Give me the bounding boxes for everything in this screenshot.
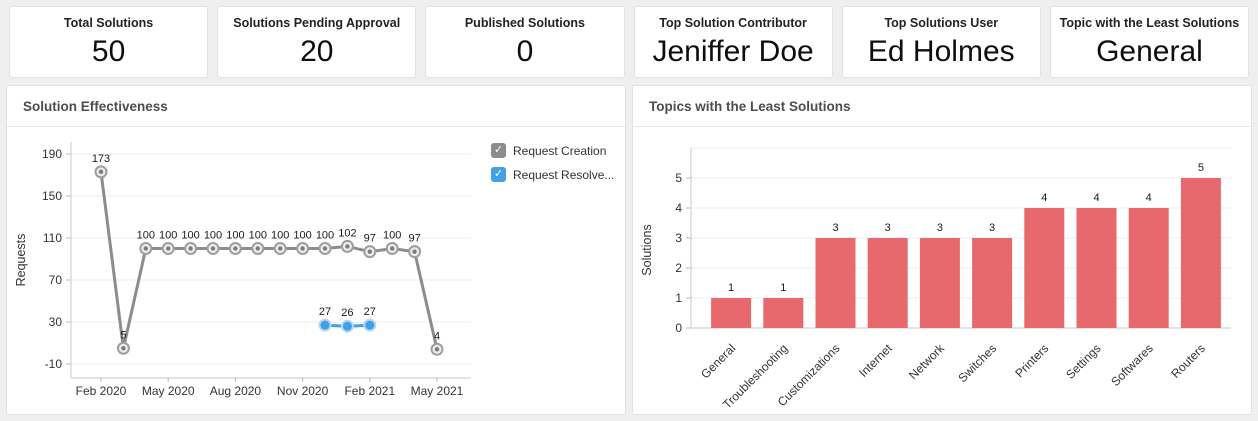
legend-label: Request Creation (513, 143, 607, 158)
svg-text:Switches: Switches (955, 341, 999, 385)
svg-text:4: 4 (1146, 192, 1152, 204)
svg-text:Network: Network (906, 341, 948, 383)
bar-chart-area: 0 1 2 3 4 5 Solutions 1 General 1 Troubleshooting 3… (633, 127, 1251, 414)
svg-text:Feb 2020: Feb 2020 (76, 384, 127, 398)
kpi-card-label: Solutions Pending Approval (233, 15, 401, 30)
kpi-card-label: Top Solution Contributor (659, 15, 807, 30)
svg-text:May 2021: May 2021 (411, 384, 464, 398)
svg-text:97: 97 (364, 233, 376, 245)
svg-text:100: 100 (316, 230, 334, 242)
svg-text:General: General (698, 341, 738, 381)
legend-label: Request Resolve... (513, 167, 615, 182)
svg-text:110: 110 (43, 231, 62, 245)
svg-text:30: 30 (49, 315, 63, 329)
line-chart-legend: ✓ Request Creation ✓ Request Resolve... (491, 143, 614, 414)
svg-text:4: 4 (1093, 192, 1099, 204)
svg-text:1: 1 (780, 282, 786, 294)
svg-text:Requests: Requests (14, 234, 28, 287)
checkbox-checked-icon[interactable]: ✓ (491, 167, 506, 182)
solution-effectiveness-panel: Solution Effectiveness 190 150 110 70 30 -10 F… (6, 85, 626, 415)
svg-text:2: 2 (675, 261, 682, 275)
kpi-card-value: 20 (300, 34, 334, 68)
bar-chart: 012345Solutions1General1Troubleshooting3… (640, 147, 1231, 412)
svg-text:4: 4 (434, 330, 440, 342)
kpi-card-top-solutions-user: Top Solutions User Ed Holmes (841, 6, 1041, 78)
svg-text:100: 100 (293, 230, 311, 242)
svg-text:27: 27 (319, 306, 331, 318)
line-chart-area: 190 150 110 70 30 -10 Feb 2020 May 2020 Aug 2020… (7, 127, 625, 414)
svg-text:Solutions: Solutions (640, 224, 654, 275)
kpi-card-value: Jeniffer Doe (652, 34, 814, 68)
line-chart: 190 150 110 70 30 -10 Feb 2020 May 2020 Aug 2020… (14, 142, 471, 398)
svg-text:0: 0 (675, 321, 682, 335)
svg-text:Printers: Printers (1012, 341, 1051, 380)
svg-text:5: 5 (120, 329, 126, 341)
kpi-card-value: Ed Holmes (867, 34, 1015, 68)
kpi-card-value: 50 (91, 34, 126, 68)
svg-text:Nov 2020: Nov 2020 (277, 384, 329, 398)
kpi-card-pending-approval: Solutions Pending Approval 20 (217, 6, 417, 78)
svg-text:1: 1 (675, 291, 682, 305)
panel-header: Solution Effectiveness (7, 86, 625, 127)
svg-text:70: 70 (49, 273, 63, 287)
kpi-card-published-solutions: Published Solutions 0 (425, 6, 625, 78)
svg-text:26: 26 (341, 307, 353, 319)
svg-text:3: 3 (989, 222, 995, 234)
svg-text:97: 97 (408, 233, 420, 245)
svg-text:1: 1 (728, 282, 734, 294)
svg-text:5: 5 (675, 171, 682, 185)
svg-text:100: 100 (226, 230, 244, 242)
kpi-card-label: Published Solutions (464, 15, 585, 30)
svg-text:150: 150 (42, 189, 62, 203)
svg-text:190: 190 (42, 147, 62, 161)
charts-row: Solution Effectiveness 190 150 110 70 30 -10 F… (6, 85, 1252, 415)
svg-text:4: 4 (675, 201, 682, 215)
svg-text:Feb 2021: Feb 2021 (344, 384, 395, 398)
svg-text:3: 3 (885, 222, 891, 234)
panel-header: Topics with the Least Solutions (633, 86, 1251, 127)
svg-text:May 2020: May 2020 (142, 384, 195, 398)
legend-item-request-creation[interactable]: ✓ Request Creation (491, 143, 614, 158)
svg-text:100: 100 (159, 230, 177, 242)
kpi-card-top-contributor: Top Solution Contributor Jeniffer Doe (633, 6, 833, 78)
svg-text:5: 5 (1198, 162, 1204, 174)
svg-text:Internet: Internet (856, 341, 895, 380)
panel-title: Topics with the Least Solutions (649, 99, 851, 114)
svg-text:Aug 2020: Aug 2020 (210, 384, 262, 398)
svg-text:3: 3 (832, 222, 838, 234)
svg-text:4: 4 (1041, 192, 1047, 204)
checkbox-checked-icon[interactable]: ✓ (491, 143, 506, 158)
svg-text:173: 173 (92, 153, 110, 165)
svg-text:Settings: Settings (1063, 341, 1104, 382)
svg-text:Softwares: Softwares (1108, 341, 1156, 389)
svg-text:27: 27 (364, 306, 376, 318)
kpi-card-label: Topic with the Least Solutions (1059, 15, 1240, 30)
kpi-card-value: General (1096, 34, 1203, 68)
kpi-card-total-solutions: Total Solutions 50 (9, 6, 209, 78)
kpi-card-label: Top Solutions User (884, 15, 999, 30)
legend-item-request-resolved[interactable]: ✓ Request Resolve... (491, 167, 614, 182)
svg-text:102: 102 (338, 227, 356, 239)
kpi-card-least-solutions-topic: Topic with the Least Solutions General (1049, 6, 1250, 78)
svg-text:100: 100 (249, 230, 267, 242)
svg-text:100: 100 (137, 230, 155, 242)
kpi-card-value: 0 (516, 34, 534, 68)
svg-text:3: 3 (675, 231, 682, 245)
svg-text:3: 3 (937, 222, 943, 234)
svg-text:100: 100 (204, 230, 222, 242)
svg-text:100: 100 (271, 230, 289, 242)
svg-text:Routers: Routers (1168, 341, 1208, 381)
least-solutions-topics-panel: Topics with the Least Solutions 0 1 2 3 4 5 So… (632, 85, 1252, 415)
kpi-cards-row: Total Solutions 50 Solutions Pending App… (6, 6, 1252, 78)
panel-title: Solution Effectiveness (23, 99, 168, 114)
svg-text:100: 100 (383, 230, 401, 242)
svg-text:100: 100 (181, 230, 199, 242)
kpi-card-label: Total Solutions (63, 15, 154, 30)
svg-text:-10: -10 (45, 357, 63, 371)
